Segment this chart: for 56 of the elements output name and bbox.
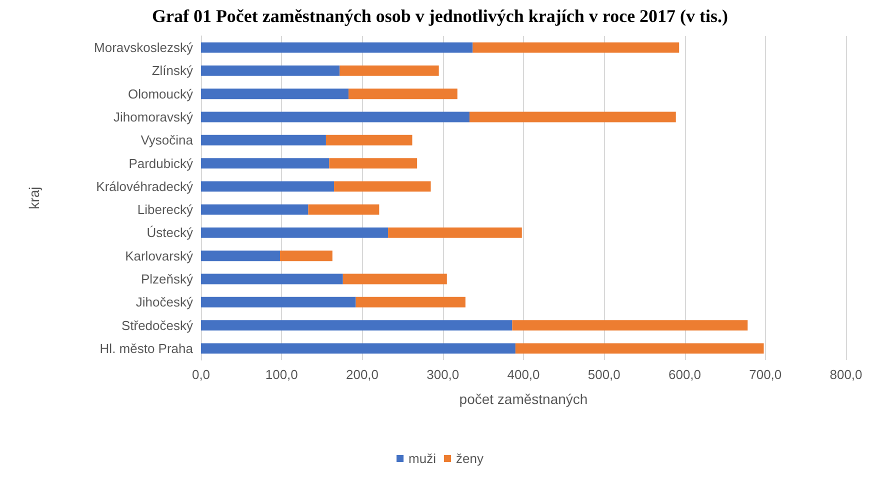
legend-label: ženy [456,451,484,466]
bar [201,181,334,192]
y-tick-label: Zlínský [152,63,194,78]
x-tick-label: 700,0 [749,367,782,382]
bar [329,158,418,168]
bar [201,134,326,146]
y-tick-label: Olomoucký [128,86,194,102]
bar [201,296,356,308]
bar [342,274,447,284]
y-tick-label: Vysočina [140,132,194,148]
bar [201,343,516,354]
y-tick-label: Jihomoravský [114,110,194,124]
bar [201,250,280,262]
bar [512,320,748,330]
bar [356,296,466,308]
legend-label: muži [408,451,436,466]
y-tick-label: Ústecký [146,225,194,240]
x-tick-label: 100,0 [265,367,298,382]
y-tick-label: Moravskoslezský [94,40,194,56]
y-tick-label: Plzeňský [140,272,194,286]
bar [472,42,680,53]
x-tick-label: 800,0 [830,367,862,382]
bar [201,112,470,122]
bar [515,343,764,354]
bar [201,274,343,284]
bar [201,204,308,215]
bar [326,134,412,146]
bar [201,66,340,76]
x-tick-label: 600,0 [668,367,702,382]
x-tick-label: 500,0 [588,367,620,382]
bar [201,42,473,53]
bar [348,88,458,100]
bar [201,320,512,330]
y-tick-label: Jihočeský [136,294,194,310]
bar [334,181,431,192]
bar [340,66,439,76]
x-tick-label: 300,0 [426,367,460,382]
bar [201,158,330,168]
chart-title: Graf 01 Počet zaměstnaných osob v jednotlivých krajích v roce 2017 (v tis.) [152,6,728,26]
x-tick-label: 200,0 [346,367,379,382]
x-tick-label: 400,0 [507,367,540,382]
bar [308,204,380,215]
x-tick-label: 0,0 [192,367,210,382]
bar [388,228,522,238]
y-tick-label: Liberecký [137,202,194,218]
y-tick-label: Hl. město Praha [100,340,194,356]
y-tick-label: Pardubický [128,156,194,171]
y-tick-label: Královéhradecký [96,178,194,194]
bar [201,88,349,100]
y-tick-label: Karlovarský [125,248,194,264]
y-axis-title: kraj [26,186,42,210]
y-tick-label: Středočeský [121,318,194,333]
bar [280,250,332,262]
bar [201,228,388,238]
x-axis-title: počet zaměstnaných [459,391,588,407]
bar [469,112,676,122]
